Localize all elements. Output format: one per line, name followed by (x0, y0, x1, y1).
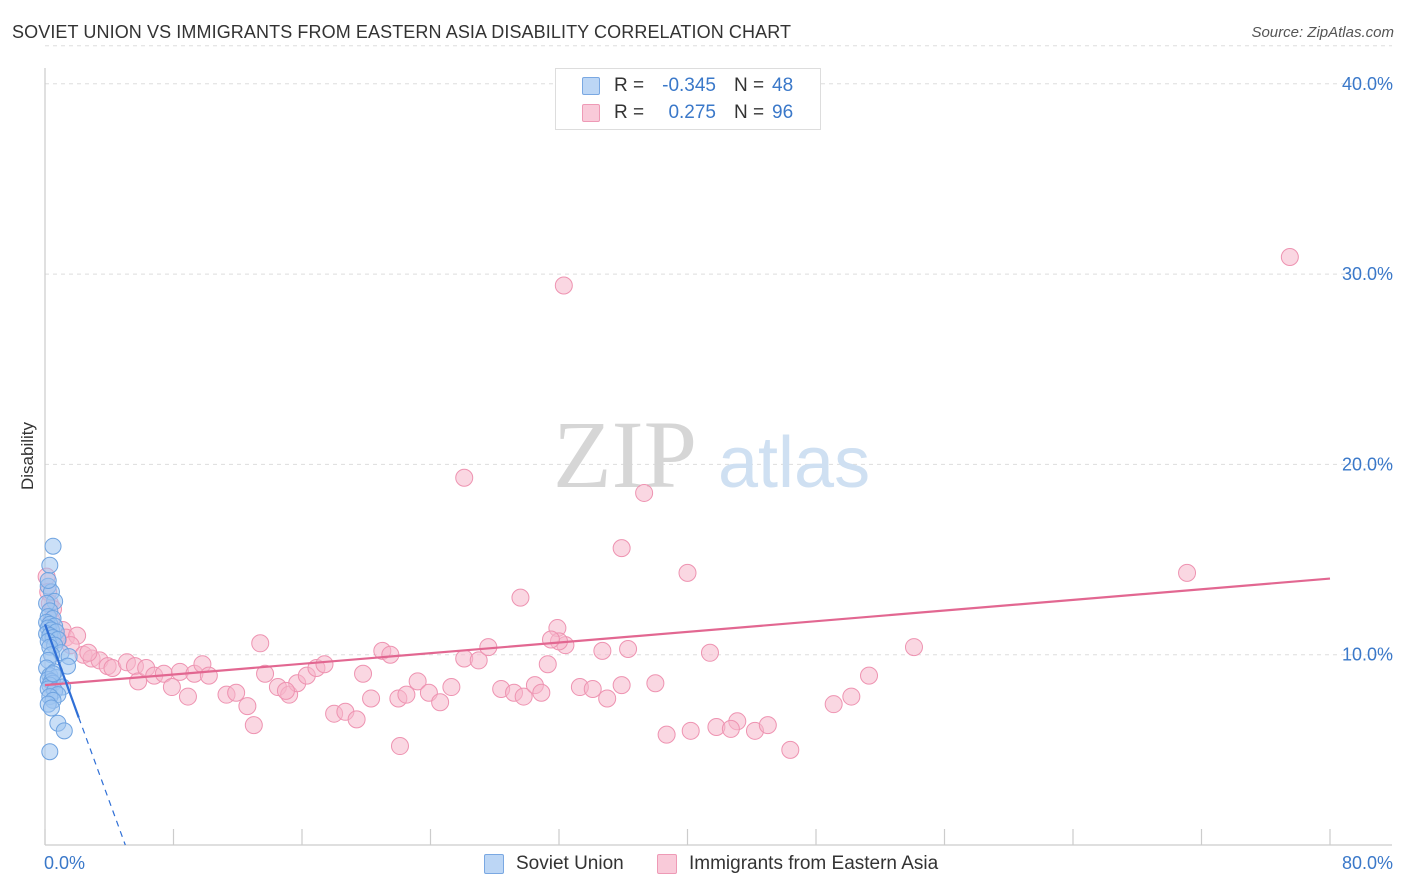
watermark-zip: ZIP (553, 401, 697, 508)
data-point-eastern-asia (397, 685, 416, 704)
data-point-soviet-union (42, 699, 60, 717)
data-point-eastern-asia (554, 276, 573, 295)
y-tick-label: 20.0% (1342, 454, 1393, 474)
data-point-eastern-asia (354, 664, 373, 683)
chart-title: SOVIET UNION VS IMMIGRANTS FROM EASTERN … (12, 22, 792, 42)
data-point-eastern-asia (276, 681, 295, 700)
data-point-eastern-asia (251, 634, 270, 653)
data-point-eastern-asia (1280, 247, 1299, 266)
n-label: N = (734, 75, 765, 96)
y-tick-label: 40.0% (1342, 74, 1393, 94)
data-point-eastern-asia (244, 716, 263, 735)
data-point-eastern-asia (598, 689, 617, 708)
series-legend: Soviet Union Immigrants from Eastern Asi… (0, 852, 1406, 878)
data-point-eastern-asia (538, 655, 557, 674)
data-point-eastern-asia (362, 689, 381, 708)
data-point-soviet-union (41, 743, 59, 761)
legend-label: Immigrants from Eastern Asia (689, 853, 939, 874)
tick-labels: 10.0% 20.0% 30.0% 40.0% 0.0% 80.0% (44, 74, 1393, 873)
n-value: 96 (772, 102, 794, 123)
trend-lines (43, 577, 1331, 846)
trend-line-eastern-asia (44, 577, 1331, 687)
data-point-eastern-asia (408, 672, 427, 691)
y-tick-label: 10.0% (1342, 645, 1393, 665)
data-point-eastern-asia (612, 539, 631, 558)
n-label: N = (734, 102, 765, 123)
data-point-eastern-asia (700, 643, 719, 662)
data-point-eastern-asia (758, 716, 777, 735)
data-point-eastern-asia (1178, 563, 1197, 582)
data-point-eastern-asia (162, 678, 181, 697)
data-point-eastern-asia (511, 588, 530, 607)
data-point-eastern-asia (381, 645, 400, 664)
data-point-eastern-asia (657, 725, 676, 744)
data-point-eastern-asia (842, 687, 861, 706)
data-point-eastern-asia (442, 678, 461, 697)
data-point-eastern-asia (390, 737, 409, 756)
data-point-eastern-asia (455, 468, 474, 487)
data-point-eastern-asia (238, 697, 257, 716)
data-point-eastern-asia (678, 563, 697, 582)
data-points (37, 247, 1299, 761)
data-point-eastern-asia (199, 666, 218, 685)
y-axis-label: Disability (18, 421, 37, 490)
r-value: -0.345 (662, 75, 716, 96)
source-credit: Source: ZipAtlas.com (1251, 24, 1394, 41)
trend-line-soviet-union (43, 623, 80, 718)
data-point-eastern-asia (347, 710, 366, 729)
data-point-eastern-asia (824, 695, 843, 714)
watermark-atlas: atlas (718, 423, 870, 503)
x-tick-label: 0.0% (44, 853, 85, 873)
grid-lines (45, 45, 1392, 656)
data-point-eastern-asia (721, 719, 740, 738)
data-point-eastern-asia (469, 651, 488, 670)
data-point-eastern-asia (904, 638, 923, 657)
data-point-eastern-asia (619, 639, 638, 658)
data-point-eastern-asia (646, 674, 665, 693)
data-point-eastern-asia (431, 693, 450, 712)
data-point-soviet-union (39, 571, 57, 589)
data-point-soviet-union (44, 665, 62, 683)
y-tick-label: 30.0% (1342, 264, 1393, 284)
r-value: 0.275 (668, 102, 716, 123)
pink-swatch-icon (582, 104, 600, 122)
data-point-eastern-asia (583, 679, 602, 698)
data-point-eastern-asia (681, 721, 700, 740)
data-point-soviet-union (44, 537, 62, 555)
data-point-eastern-asia (593, 641, 612, 660)
data-point-eastern-asia (178, 687, 197, 706)
r-label: R = (614, 75, 645, 96)
data-point-eastern-asia (541, 630, 560, 649)
r-label: R = (614, 102, 645, 123)
pink-swatch-icon (657, 854, 677, 874)
data-point-eastern-asia (79, 643, 98, 662)
data-point-soviet-union (55, 722, 73, 740)
axes (44, 68, 1392, 846)
data-point-eastern-asia (532, 683, 551, 702)
data-point-eastern-asia (860, 666, 879, 685)
data-point-eastern-asia (514, 687, 533, 706)
data-point-eastern-asia (315, 655, 334, 674)
correlation-legend: R = -0.345 N = 48 R = 0.275 N = 96 (555, 68, 821, 130)
data-point-eastern-asia (227, 683, 246, 702)
data-point-eastern-asia (635, 483, 654, 502)
data-point-soviet-union (41, 556, 59, 574)
legend-row-eastern-asia: R = 0.275 N = 96 (556, 100, 820, 126)
legend-label: Soviet Union (516, 853, 624, 874)
data-point-eastern-asia (781, 740, 800, 759)
legend-row-soviet-union: R = -0.345 N = 48 (556, 73, 820, 99)
trend-line-soviet-union-extension (78, 717, 126, 846)
data-point-eastern-asia (612, 676, 631, 695)
n-value: 48 (772, 75, 794, 96)
blue-swatch-icon (582, 77, 600, 95)
x-tick-label: 80.0% (1342, 853, 1393, 873)
blue-swatch-icon (484, 854, 504, 874)
data-point-eastern-asia (256, 664, 275, 683)
